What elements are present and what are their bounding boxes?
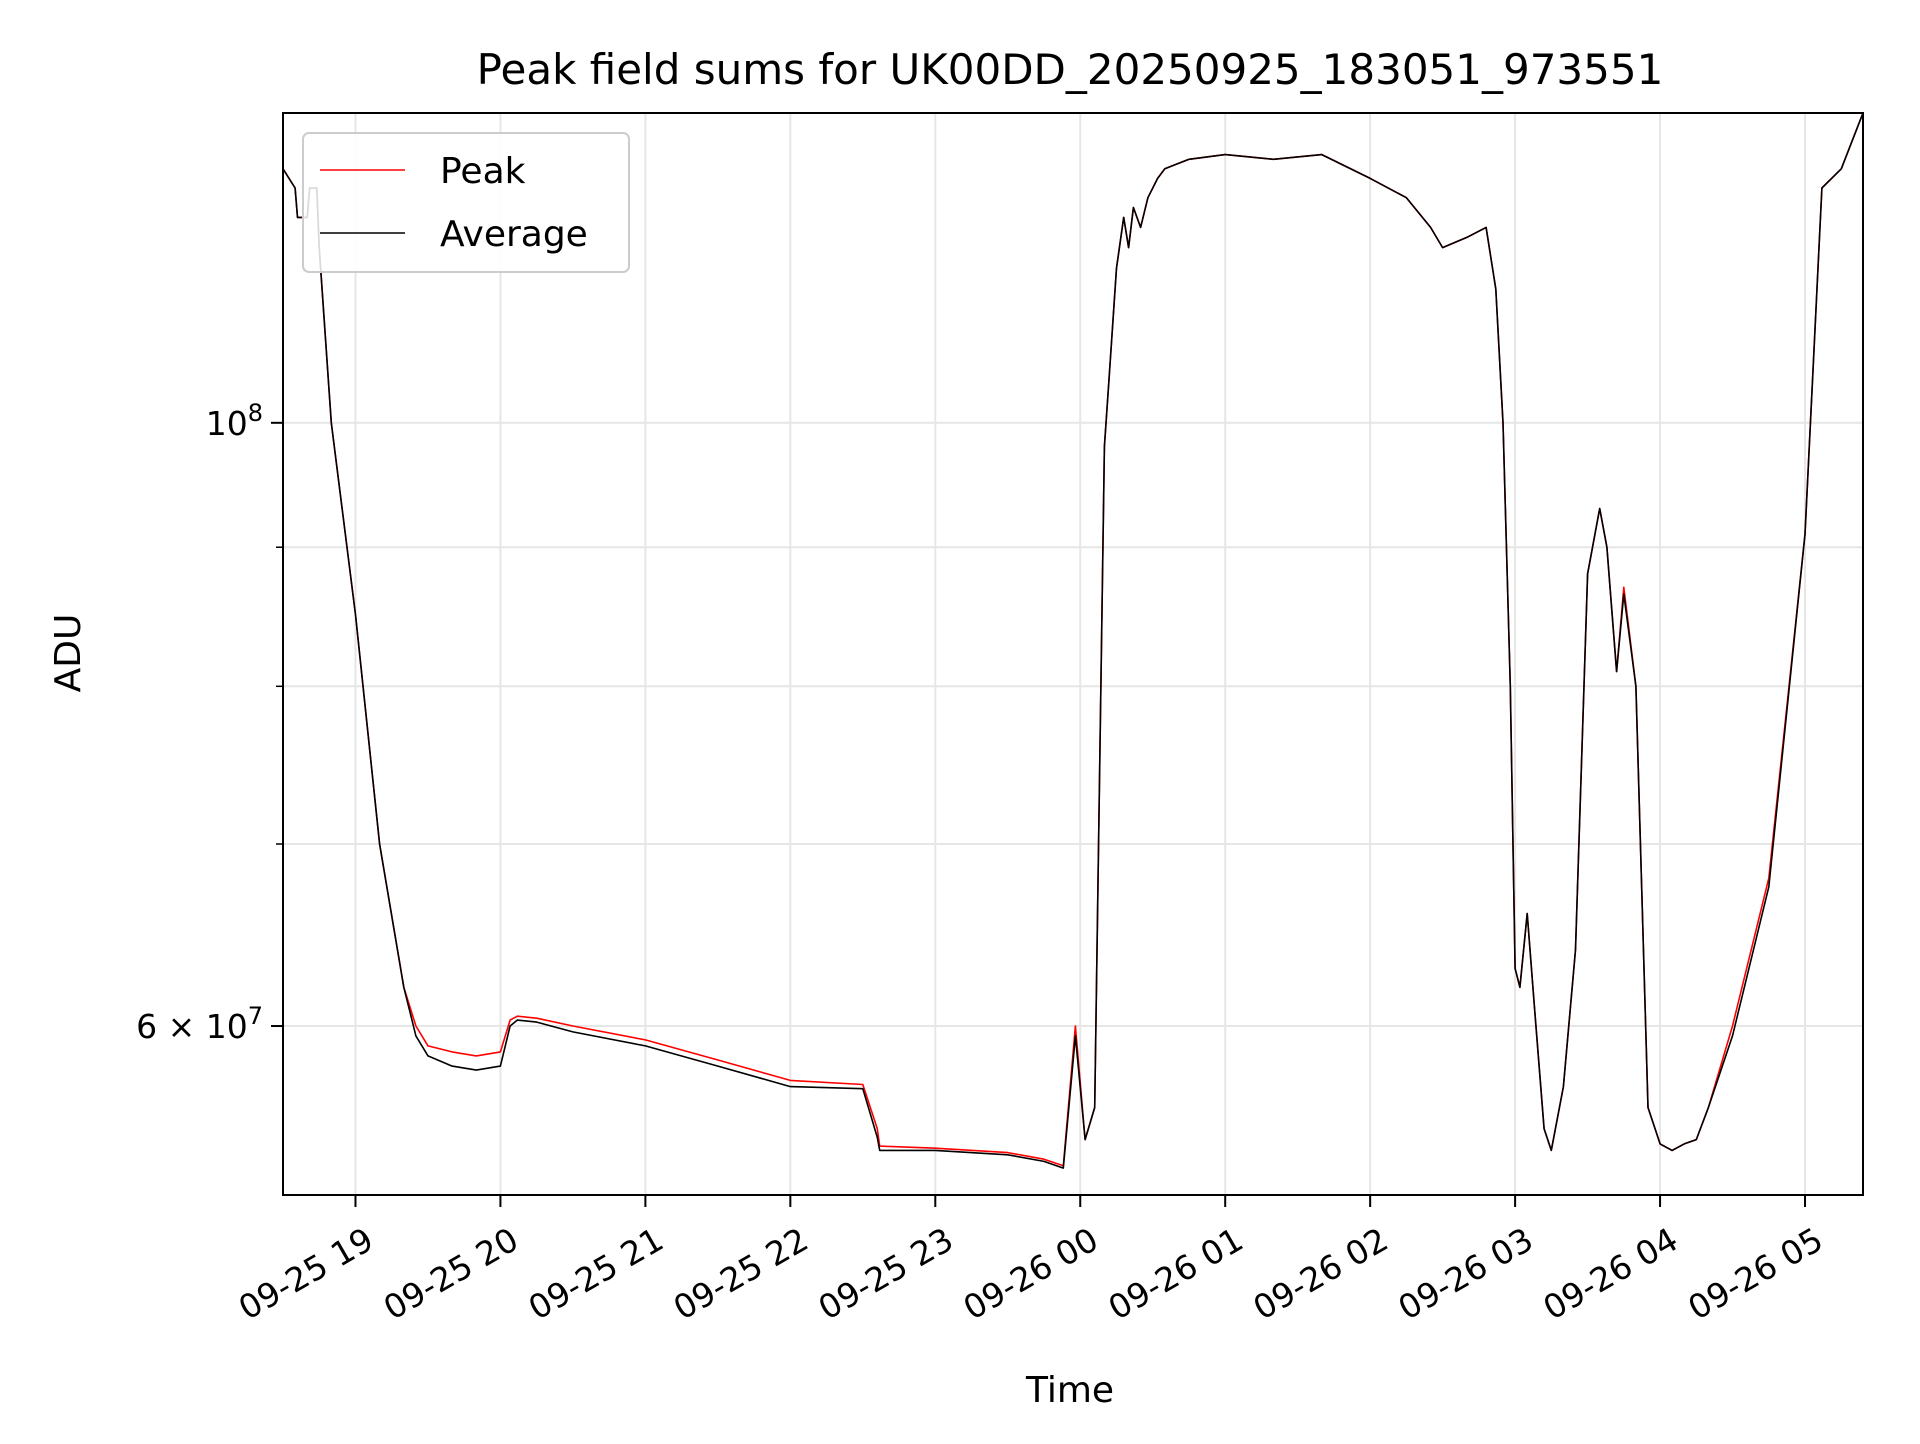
x-tick-label: 09-26 00 [957, 1220, 1105, 1328]
y-axis-label: ADU [48, 614, 89, 693]
legend-label-average: Average [440, 214, 588, 255]
x-tick-label: 09-26 04 [1536, 1220, 1684, 1328]
y-axis-ticks: 6 × 107 108 [136, 399, 283, 1046]
x-tick-label: 09-26 03 [1392, 1220, 1540, 1328]
x-tick-label: 09-25 22 [667, 1220, 815, 1328]
grid-layer [283, 113, 1863, 1195]
legend-label-peak: Peak [440, 151, 526, 192]
x-tick-label: 09-26 02 [1247, 1220, 1395, 1328]
x-tick-label: 09-26 01 [1102, 1220, 1250, 1328]
series-layer [282, 112, 1864, 1169]
legend: Peak Average [302, 132, 630, 273]
x-tick-label: 09-26 05 [1681, 1220, 1829, 1328]
y-tick-label: 108 [206, 399, 263, 443]
chart-title: Peak field sums for UK00DD_20250925_1830… [477, 45, 1664, 94]
x-tick-label: 09-25 21 [522, 1220, 670, 1328]
legend-box [302, 132, 630, 273]
x-tick-label: 09-25 19 [232, 1220, 380, 1328]
x-tick-label: 09-25 23 [812, 1220, 960, 1328]
x-tick-label: 09-25 20 [377, 1220, 525, 1328]
x-axis-label: Time [1025, 1370, 1114, 1411]
y-tick-label: 6 × 107 [136, 1002, 263, 1046]
plot-frame [282, 112, 1864, 1196]
series-line-average [282, 112, 1864, 1169]
